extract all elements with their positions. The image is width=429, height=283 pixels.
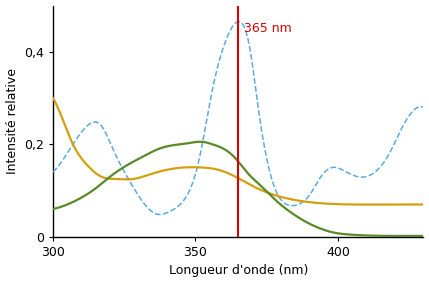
X-axis label: Longueur d'onde (nm): Longueur d'onde (nm)	[169, 264, 308, 277]
Y-axis label: Intensité relative: Intensité relative	[6, 68, 18, 174]
Text: 365 nm: 365 nm	[244, 22, 292, 35]
